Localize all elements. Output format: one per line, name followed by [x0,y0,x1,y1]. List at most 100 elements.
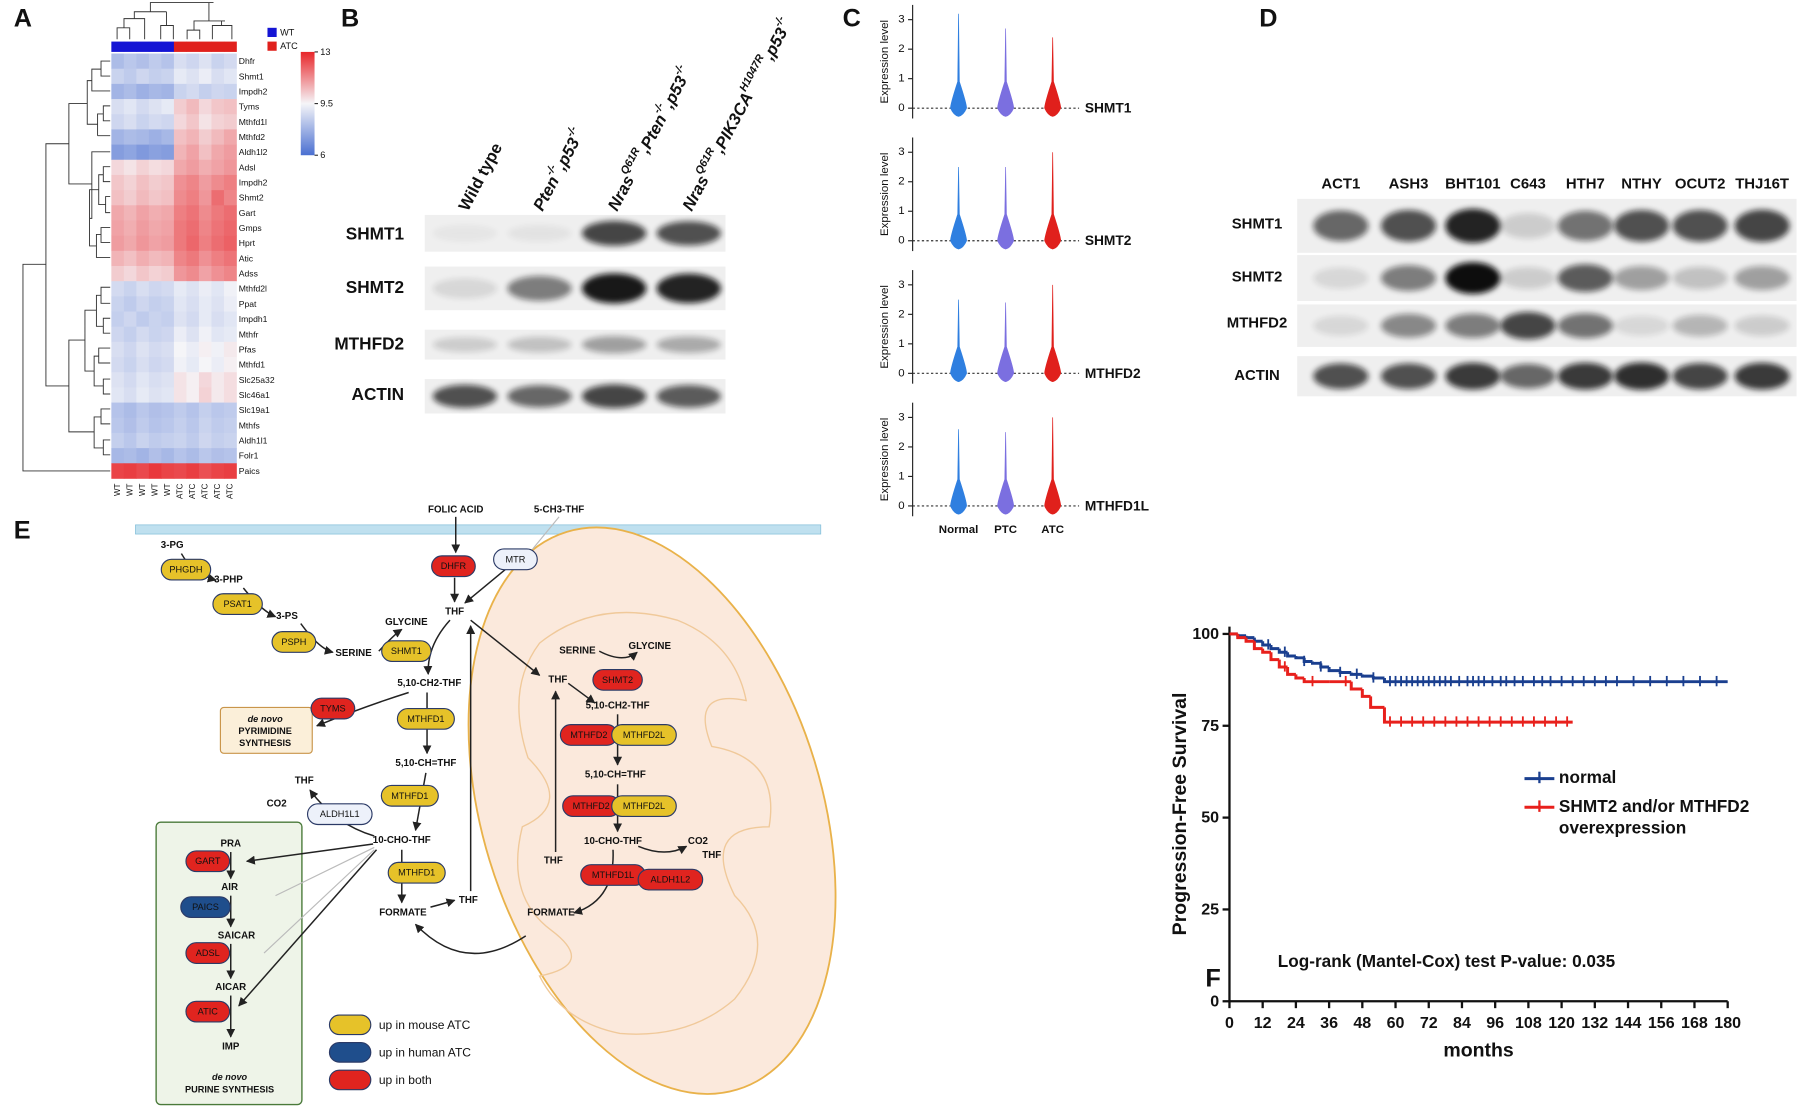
sample-label: Wild type [454,140,505,214]
heatmap-cell [173,296,187,312]
heatmap-cell [136,281,150,297]
enzyme [611,724,677,746]
cell-line-label: OCUT2 [1675,175,1726,192]
row-label: Aldh1l2 [239,147,268,157]
blot-band [1557,362,1613,390]
heatmap-cell [223,144,237,161]
y-tick-label: 50 [1201,809,1219,827]
survival-step [1252,637,1263,643]
heatmap-cell [198,205,212,221]
heatmap-cell [123,144,137,161]
blot-band [1500,312,1556,340]
box-label: PYRIMIDINE [238,726,292,736]
protein-label: ACTIN [1234,367,1280,384]
cell-line-label: NTHY [1621,175,1662,192]
heatmap-cell [186,83,200,100]
protein-label: SHMT2 [346,277,404,297]
x-tick-label: 60 [1387,1014,1405,1032]
enzyme-label: ALDH1L1 [320,809,360,819]
y-tick-label: 2 [898,43,904,55]
row-label: Mthfd1 [239,360,265,370]
heatmap-cell [136,68,150,85]
heatmap-cell [161,53,175,70]
blot-band [582,384,647,409]
enzyme [271,631,317,653]
box-label: PURINE SYNTHESIS [185,1085,274,1095]
pathway-layout [135,516,837,1106]
cell-line-label: ACT1 [1321,175,1360,192]
heatmap-cell [148,326,162,343]
heatmap-cell [123,205,137,221]
survival-step [1244,637,1255,643]
metabolite: 5,10-CH2-THF [586,701,650,712]
blot-band [1614,315,1670,336]
heatmap-cell [123,235,137,252]
enzyme-label: TYMS [320,704,345,714]
heatmap-cell [148,220,162,236]
row-label: Slc46a1 [239,390,270,400]
x-tick-label: 0 [1225,1014,1234,1032]
heatmap-cell [161,402,175,419]
heatmap-cell [136,341,150,358]
heatmap-cell [186,129,200,145]
heatmap-cell [111,432,125,449]
metabolite: FOLIC ACID [428,504,483,515]
pyrimidine-box [219,706,313,754]
legend-label: SHMT2 and/or MTHFD2 overexpression [1558,796,1750,839]
heatmap-cell [211,372,225,388]
legend-label: WT [280,27,295,37]
row-label: Folr1 [239,451,259,461]
heatmap-cell [161,205,175,221]
x-axis-label: months [1443,1040,1514,1062]
heatmap-cell [161,372,175,388]
heatmap-cell [136,205,150,221]
blot-band [1557,210,1613,241]
survival-step [1382,707,1573,724]
blot-band [1445,313,1501,338]
blot-band [1313,210,1369,242]
legend-label: up in human ATC [379,1045,471,1059]
violin [1044,284,1062,382]
heatmap-cell [136,311,150,328]
heatmap-cell [211,311,225,328]
y-tick-label: 2 [898,441,904,453]
heatmap-cell [123,129,137,145]
x-tick-label: 156 [1648,1014,1675,1032]
x-tick-label: 36 [1320,1014,1338,1032]
heatmap-cell [123,159,137,176]
heatmap-cell [161,190,175,206]
cristae [516,611,772,1035]
legend-label: up in mouse ATC [379,1018,471,1032]
heatmap-cell [211,387,225,403]
blot-band [1557,264,1613,292]
blot-band [1445,208,1501,243]
heatmap-cell [111,129,125,145]
heatmap-cell [198,235,212,252]
heatmap-cell [161,387,175,403]
enzyme [185,942,231,964]
row-label: Mthfd2l [239,284,267,294]
sample-label-part: Pten [529,173,563,214]
enzyme-label: ALDH1L2 [651,875,691,885]
survival-step [1360,674,1374,678]
heatmap-cell [186,296,200,312]
sample-label-part: Nras [603,172,637,214]
legend-label: normal [1558,768,1617,788]
enzyme-label: GART [195,856,221,866]
heatmap-cell [211,417,225,434]
panel-label: E [14,517,31,545]
heatmap-cell [198,417,212,434]
blot-band [1614,362,1670,390]
blot-band [1380,313,1437,338]
group-bar [123,41,137,52]
heatmap-cell [198,265,212,282]
heatmap-cell [173,432,187,449]
violin [1044,37,1062,117]
x-tick-label: 72 [1420,1014,1438,1032]
dendrogram [22,2,233,472]
y-tick-label: 0 [898,500,904,512]
column-label: ATC [176,483,185,499]
blot-band [1500,213,1556,239]
cell-line-label: C643 [1510,175,1546,192]
heatmap-cell [173,83,187,100]
